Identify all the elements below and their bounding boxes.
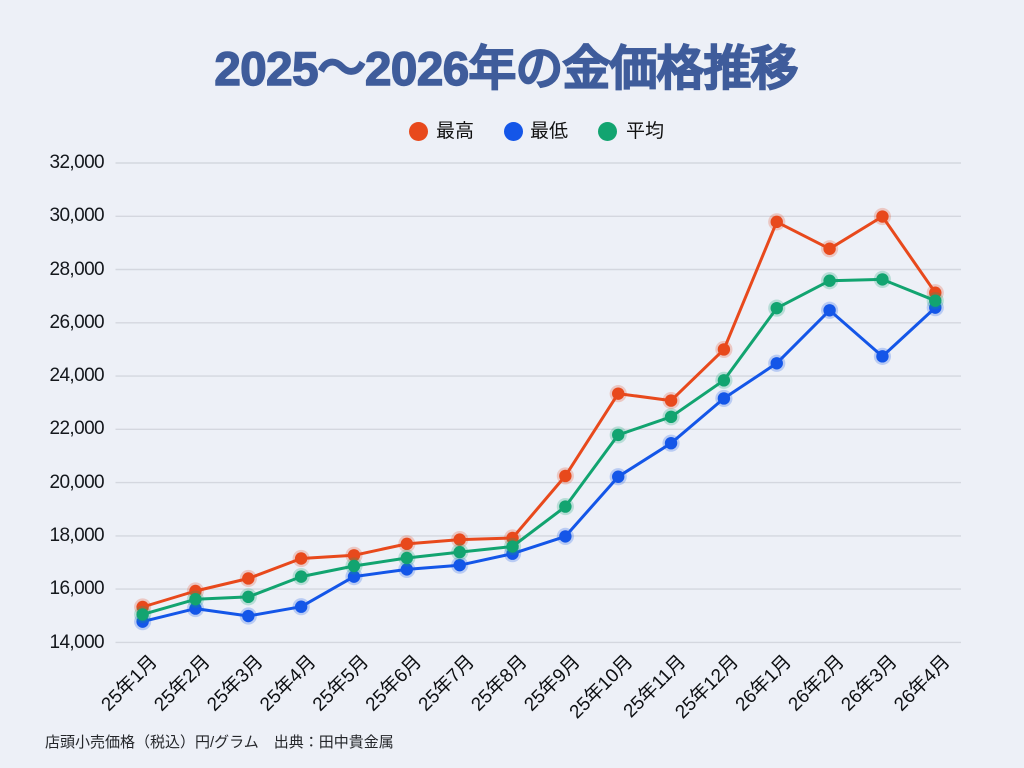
svg-text:25年7月: 25年7月 <box>414 651 479 716</box>
svg-text:26年4月: 26年4月 <box>890 651 955 716</box>
svg-text:26年1月: 26年1月 <box>731 651 796 716</box>
svg-text:25年3月: 25年3月 <box>203 651 268 716</box>
svg-text:25年8月: 25年8月 <box>467 651 532 716</box>
svg-text:25年6月: 25年6月 <box>361 651 426 716</box>
svg-text:25年1月: 25年1月 <box>97 651 162 716</box>
svg-text:25年5月: 25年5月 <box>308 651 373 716</box>
svg-text:26年3月: 26年3月 <box>837 651 902 716</box>
svg-text:25年4月: 25年4月 <box>255 651 320 716</box>
svg-text:26年2月: 26年2月 <box>784 651 849 716</box>
svg-text:25年2月: 25年2月 <box>150 651 215 716</box>
